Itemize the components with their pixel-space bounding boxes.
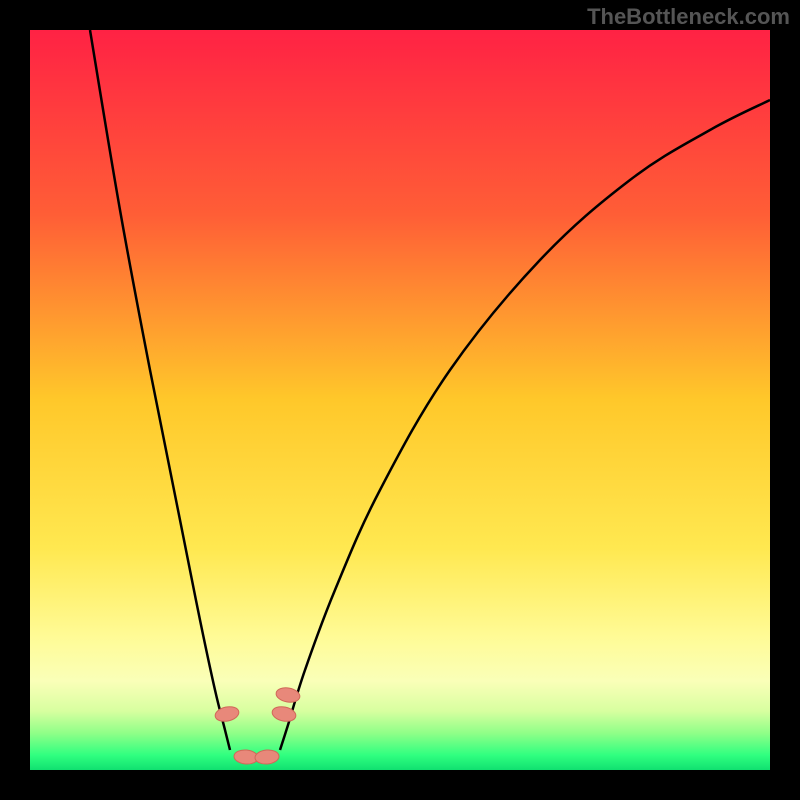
chart-curves [30, 30, 770, 770]
chart-container: TheBottleneck.com [0, 0, 800, 800]
curve-right [280, 100, 770, 750]
plot-area [30, 30, 770, 770]
watermark-text: TheBottleneck.com [587, 4, 790, 30]
marker [275, 686, 301, 704]
curve-left [90, 30, 230, 750]
marker [254, 749, 279, 765]
marker [214, 705, 240, 724]
